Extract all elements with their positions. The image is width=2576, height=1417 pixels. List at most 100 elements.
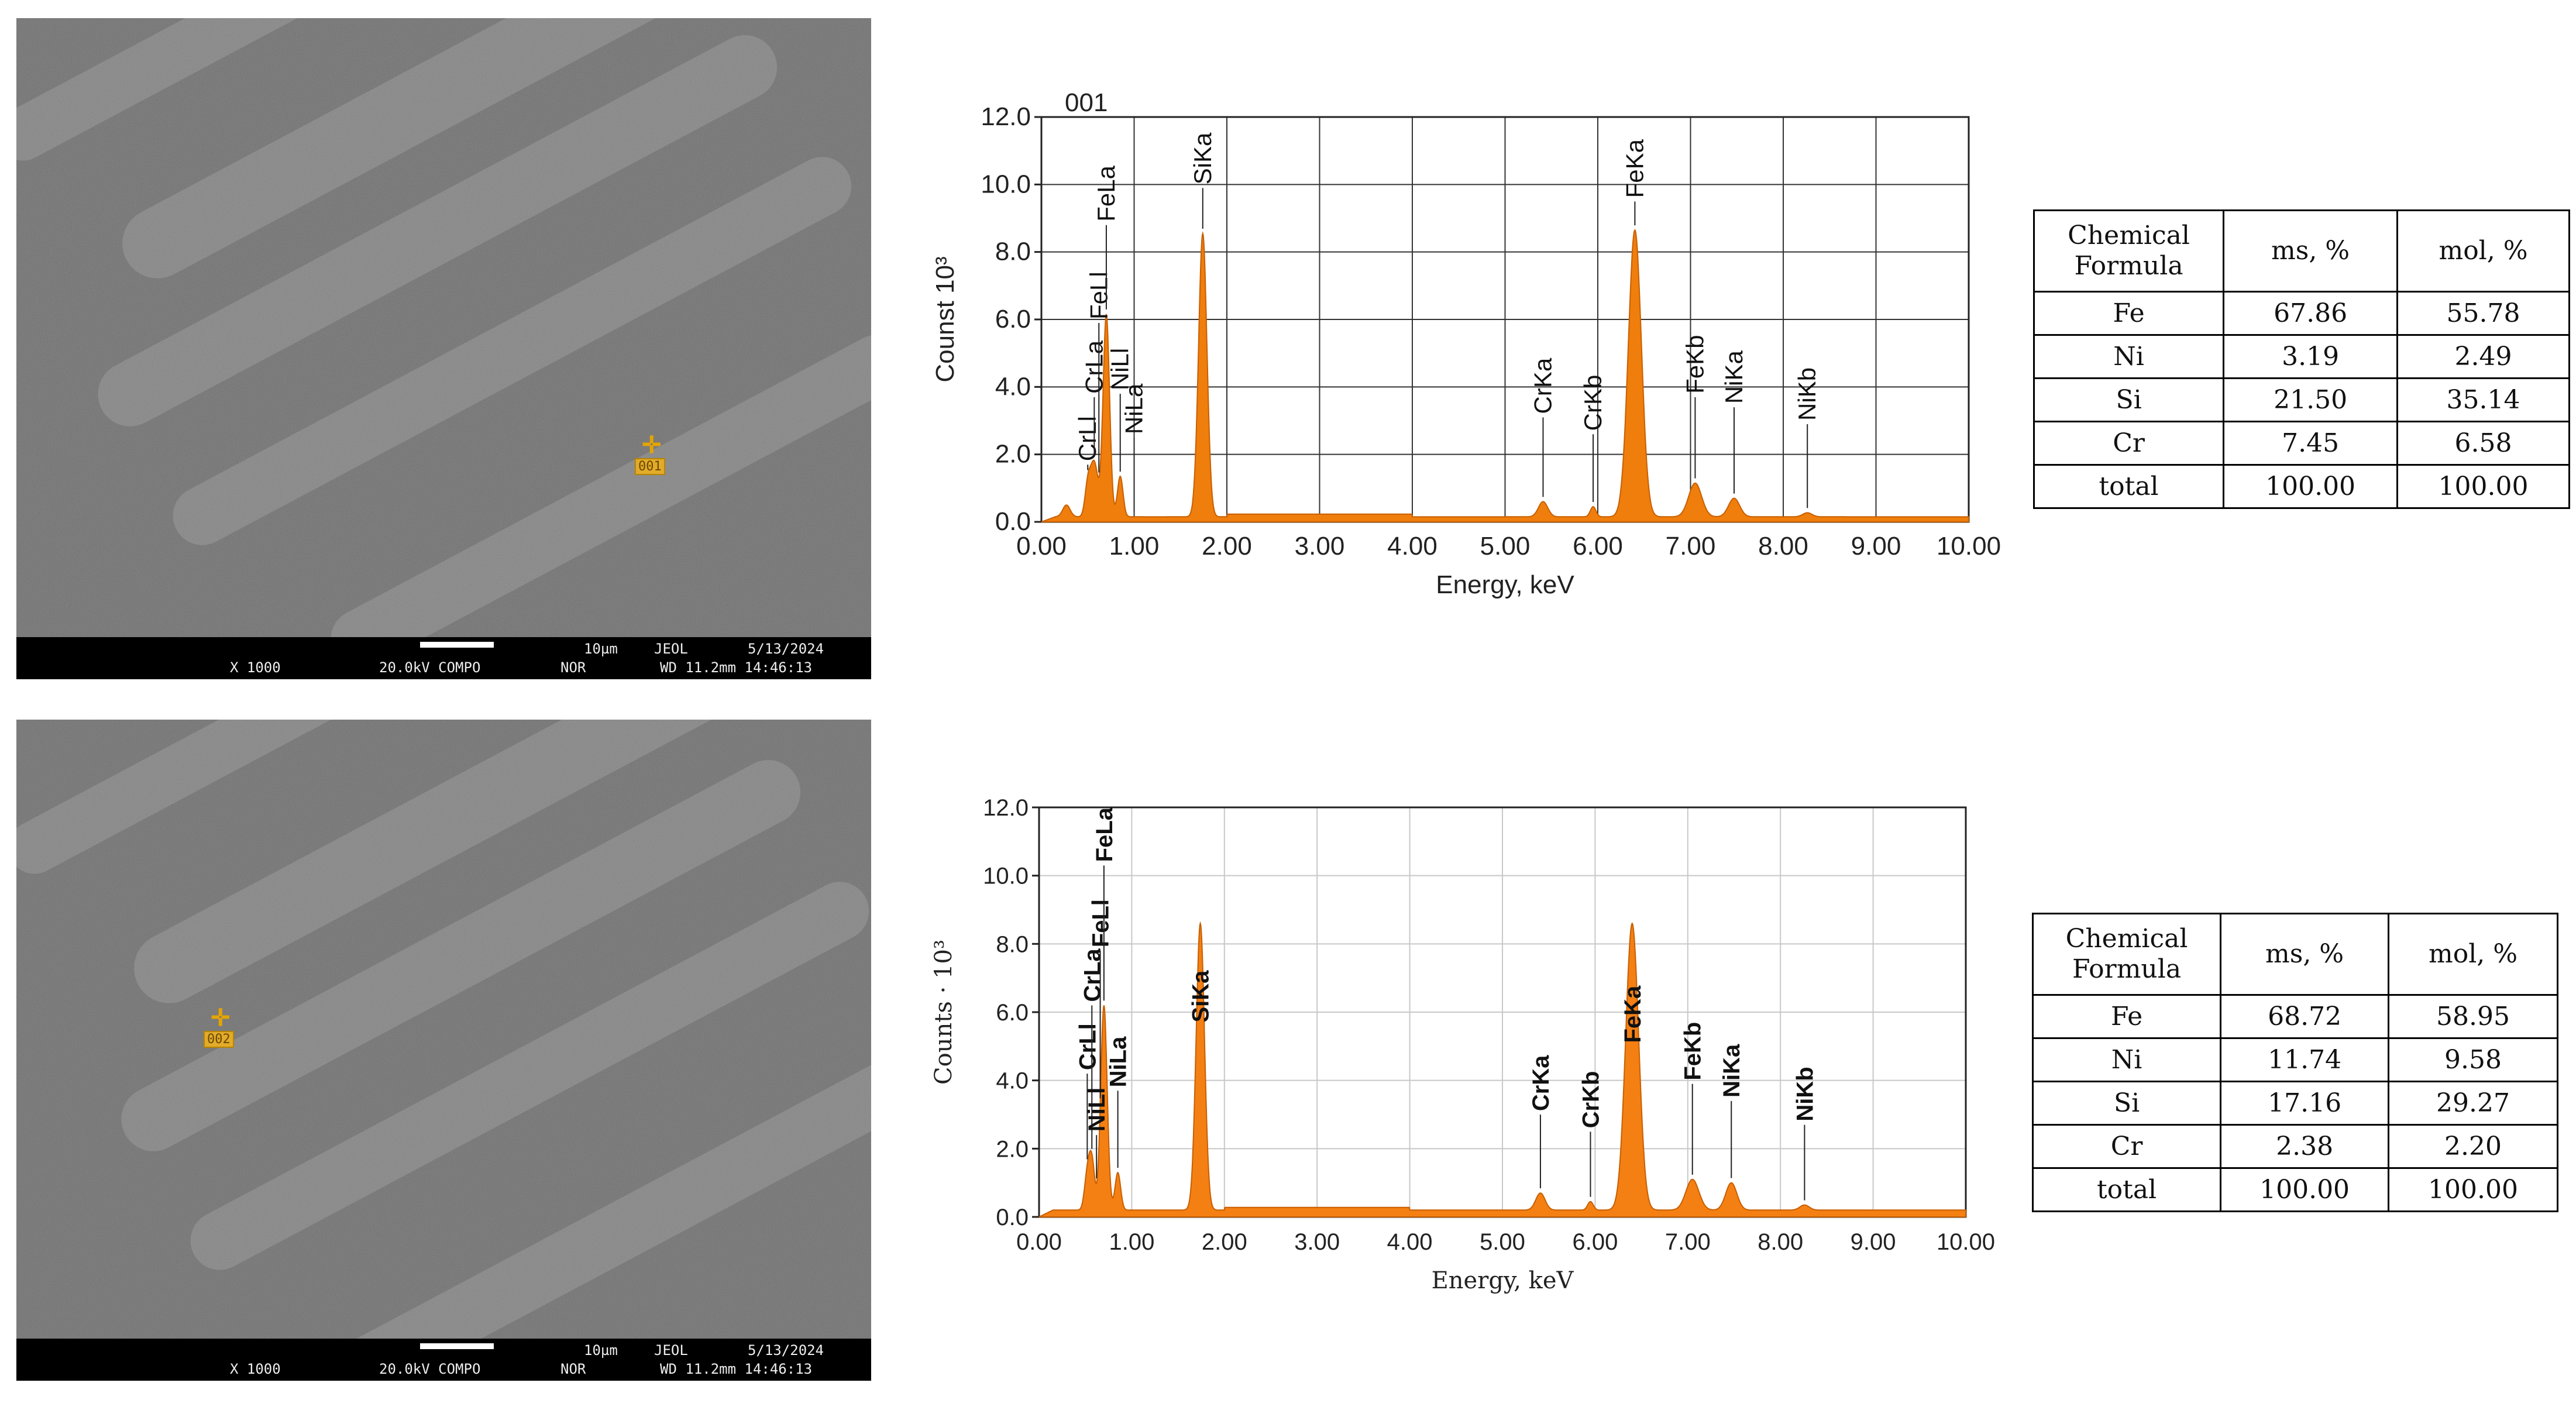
eds-spectrum-2: 0.00 1.00 2.00 3.00 4.00 5.00 6.00 7.00 8.00 9.00… — [930, 795, 1995, 1294]
x-tick-label: 5.00 — [1480, 1229, 1525, 1255]
peak-label: CrKb — [1578, 1071, 1604, 1129]
peak-label: FeLa — [1092, 807, 1117, 862]
scale-bar — [420, 1343, 494, 1349]
x-tick-label: 8.00 — [1758, 1229, 1803, 1255]
header-ms: ms, % — [2223, 209, 2399, 293]
y-tick-label: 10.0 — [981, 170, 1031, 198]
sem-info-bar: 10µm JEOL 5/13/2024 X 1000 20.0kV COMPO … — [16, 1339, 871, 1381]
x-tick-label: 10.00 — [1937, 532, 2001, 560]
y-tick-label: 2.0 — [995, 440, 1031, 469]
header-chemical-formula: Chemical Formula — [2032, 209, 2225, 293]
table-row: Cr 2.38 2.20 — [2031, 1124, 2558, 1169]
sem-image-2: ✛ 002 10µm JEOL 5/13/2024 X 1000 20.0kV … — [16, 720, 871, 1381]
peak-label: CrLl — [1074, 416, 1101, 461]
header-mol: mol, % — [2388, 913, 2558, 996]
peak-label: NiKa — [1719, 1044, 1745, 1098]
x-tick-label: 3.00 — [1295, 532, 1345, 560]
spectrum-area — [1041, 229, 1969, 522]
x-tick-label: 0.00 — [1016, 532, 1067, 560]
x-tick-label: 9.00 — [1851, 532, 1901, 560]
table-row: Ni 11.74 9.58 — [2031, 1037, 2558, 1082]
header-chemical-formula: Chemical Formula — [2031, 913, 2222, 996]
sem-image-1: ✛ 001 10µm JEOL 5/13/2024 X 1000 20.0kV … — [16, 18, 871, 679]
composition-table-2: Chemical Formula ms, % mol, % Fe 68.72 58.… — [2031, 913, 2558, 1212]
peak-label: CrKb — [1579, 375, 1607, 431]
table-row: Fe 67.86 55.78 — [2032, 291, 2570, 336]
y-tick-label: 0.0 — [996, 1205, 1029, 1230]
header-mol: mol, % — [2396, 209, 2570, 293]
x-tick-label: 1.00 — [1109, 532, 1160, 560]
peak-label: FeKb — [1681, 335, 1708, 393]
peak-label: CrKa — [1528, 1055, 1554, 1111]
scale-bar — [420, 642, 494, 648]
x-tick-label: 6.00 — [1573, 532, 1623, 560]
peak-label: FeKa — [1621, 139, 1648, 198]
x-tick-label: 7.00 — [1666, 532, 1716, 560]
peak-label: CrKa — [1529, 357, 1556, 414]
spectrum-area — [1038, 921, 1966, 1217]
analysis-point-marker[interactable]: ✛ 002 — [204, 1005, 241, 1048]
table-row: Si 21.50 35.14 — [2032, 377, 2570, 422]
peak-label: FeLl — [1085, 271, 1112, 319]
y-tick-label: 6.0 — [995, 305, 1031, 333]
x-tick-label: 4.00 — [1387, 532, 1437, 560]
chart-title: 001 — [1065, 88, 1108, 117]
peak-label: NiLl — [1084, 1088, 1110, 1132]
x-tick-label: 5.00 — [1480, 532, 1531, 560]
table-row: Ni 3.19 2.49 — [2032, 334, 2570, 379]
peak-label: NiKa — [1720, 350, 1748, 404]
x-axis-title: Energy, keV — [1436, 570, 1574, 599]
y-tick-label: 0.0 — [995, 507, 1031, 536]
x-tick-label: 10.00 — [1937, 1229, 1995, 1255]
peak-label: FeKa — [1620, 985, 1646, 1043]
sem-texture-2 — [16, 720, 871, 1381]
table-row: total 100.00 100.00 — [2032, 464, 2570, 509]
y-tick-label: 10.0 — [983, 864, 1029, 889]
peak-label: NiKb — [1793, 367, 1821, 421]
peak-label: SiKa — [1189, 132, 1216, 184]
crosshair-icon: ✛ — [642, 432, 662, 458]
peak-label: FeKb — [1680, 1022, 1706, 1081]
composition-table-1: Chemical Formula ms, % mol, % Fe 67.86 55.… — [2032, 209, 2570, 509]
y-tick-label: 8.0 — [996, 931, 1029, 957]
table-row: Si 17.16 29.27 — [2031, 1081, 2558, 1126]
analysis-point-marker[interactable]: ✛ 001 — [635, 432, 672, 475]
peak-label: CrLa — [1079, 948, 1105, 1002]
peak-label: NiKb — [1792, 1067, 1818, 1121]
x-tick-label: 1.00 — [1109, 1229, 1154, 1255]
x-tick-label: 0.00 — [1016, 1229, 1062, 1255]
eds-spectrum-1: 0.00 1.00 2.00 3.00 4.00 5.00 6.00 7.00 8.00 9.00… — [931, 88, 2001, 599]
peak-label: CrLl — [1075, 1023, 1100, 1070]
y-tick-label: 4.0 — [995, 372, 1031, 401]
peak-label: FeLa — [1092, 165, 1120, 221]
x-tick-label: 9.00 — [1851, 1229, 1896, 1255]
peak-label: FeLl — [1088, 899, 1114, 947]
x-tick-label: 2.00 — [1202, 1229, 1247, 1255]
table-row: Fe 68.72 58.95 — [2031, 994, 2558, 1039]
x-tick-label: 4.00 — [1387, 1229, 1433, 1255]
y-axis-title: Counts · 10³ — [930, 940, 957, 1085]
x-tick-label: 3.00 — [1294, 1229, 1340, 1255]
x-axis-title: Energy, keV — [1432, 1267, 1574, 1294]
y-tick-label: 2.0 — [996, 1136, 1029, 1162]
peak-label: CrLa — [1080, 340, 1108, 394]
x-tick-label: 2.00 — [1202, 532, 1252, 560]
table-row: total 100.00 100.00 — [2031, 1167, 2558, 1212]
peak-label: NiLa — [1106, 1036, 1131, 1087]
table-row: Cr 7.45 6.58 — [2032, 421, 2570, 466]
y-tick-label: 6.0 — [996, 1000, 1029, 1026]
x-tick-label: 8.00 — [1758, 532, 1808, 560]
x-tick-label: 6.00 — [1572, 1229, 1618, 1255]
peak-label: SiKa — [1188, 970, 1214, 1023]
y-tick-label: 4.0 — [996, 1068, 1029, 1094]
peak-label: NiLl — [1106, 348, 1134, 390]
y-axis-title: Counst 10³ — [931, 256, 959, 382]
crosshair-icon: ✛ — [211, 1005, 231, 1031]
peak-label: NiLa — [1120, 383, 1148, 434]
y-tick-label: 8.0 — [995, 238, 1031, 266]
y-tick-label: 12.0 — [981, 102, 1031, 131]
sem-info-bar: 10µm JEOL 5/13/2024 X 1000 20.0kV COMPO … — [16, 637, 871, 679]
x-tick-label: 7.00 — [1665, 1229, 1711, 1255]
header-ms: ms, % — [2220, 913, 2390, 996]
sem-texture-1 — [16, 18, 871, 679]
